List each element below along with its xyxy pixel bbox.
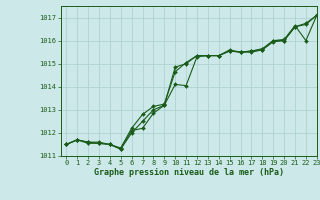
X-axis label: Graphe pression niveau de la mer (hPa): Graphe pression niveau de la mer (hPa) [94,168,284,177]
